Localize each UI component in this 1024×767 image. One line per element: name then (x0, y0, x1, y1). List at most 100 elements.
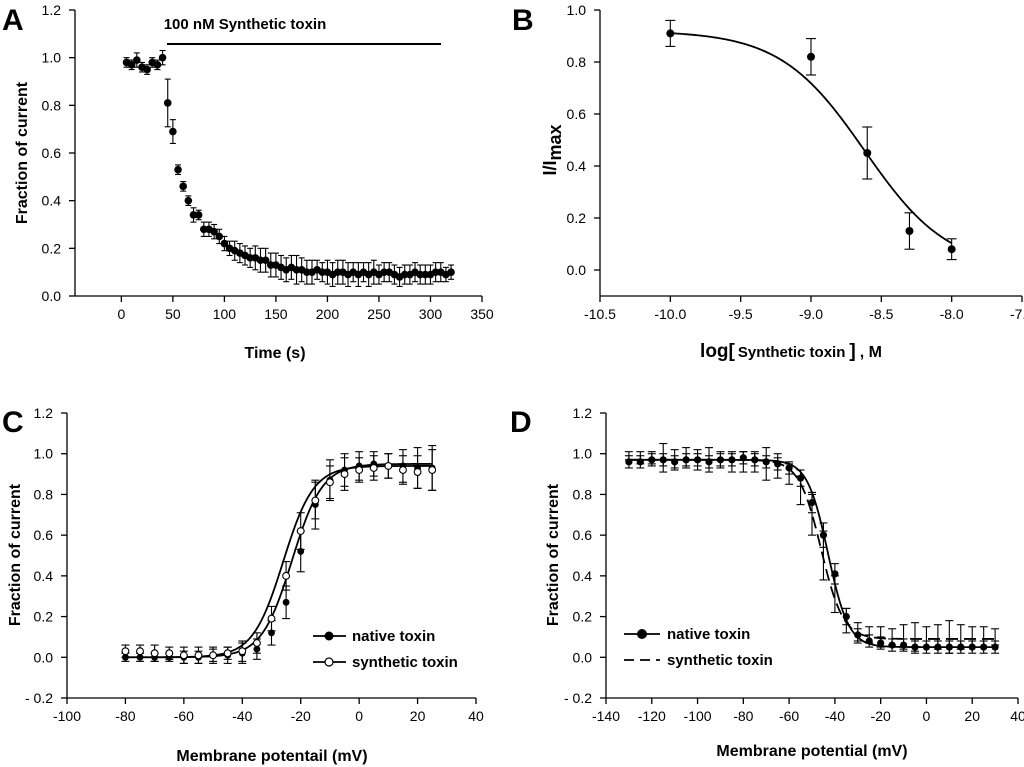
data-point (888, 641, 896, 649)
legend-synthetic-marker (324, 657, 334, 667)
data-point (428, 466, 437, 474)
x-tick-label: -80 (733, 708, 753, 724)
data-point (716, 456, 725, 464)
x-tick-label: -100 (684, 708, 712, 724)
data-point (831, 570, 839, 578)
data-point (121, 647, 130, 656)
y-tick-label: 0.6 (573, 527, 593, 543)
y-tick-label: - 0.2 (564, 690, 592, 706)
data-point (968, 643, 976, 651)
panel-a-y-label: Fraction of current (14, 81, 31, 224)
data-point (220, 239, 229, 248)
data-point (163, 99, 172, 107)
data-point (150, 649, 159, 658)
legend-synthetic-label: synthetic toxin (667, 652, 773, 669)
panel-b-y-label: I/Imax (540, 124, 565, 175)
x-tick-label: 0 (355, 708, 363, 724)
y-tick-label: 0.0 (42, 288, 62, 304)
y-tick-label: 1.2 (34, 405, 54, 421)
panel-label-a: A (2, 4, 24, 37)
x-tick-label: -10.0 (654, 306, 686, 322)
y-tick-label: 0.0 (567, 262, 587, 278)
panel-label-b: B (512, 4, 534, 37)
x-tick-label: -8.5 (869, 306, 893, 322)
y-tick-label: 0.2 (42, 240, 62, 256)
x-tick-label: 200 (316, 306, 340, 322)
data-point (179, 651, 188, 660)
data-point (980, 643, 988, 651)
legend-native-marker (324, 631, 334, 641)
data-point (122, 653, 129, 661)
x-tick-label: -9.5 (729, 306, 753, 322)
data-point (671, 458, 679, 466)
data-point (659, 456, 667, 464)
data-point (957, 643, 965, 651)
data-point (174, 165, 182, 174)
legend-native-marker (637, 629, 647, 639)
data-point (253, 645, 261, 653)
panel-d-ticks: -140 -120 -100 -80 -60 -40 -20 0 20 40 - 0.2 0.0 0.2… (564, 405, 1024, 724)
y-tick-label: 0.6 (567, 106, 587, 122)
panel-a-ticks: 0 50 100 150 200 250 300 350 0.0 0.2 0.4 0.6 0.8 1.0 1… (42, 2, 494, 322)
x-tick-label: 40 (1010, 708, 1024, 724)
data-point (384, 461, 393, 470)
data-point (854, 631, 862, 639)
data-point (169, 127, 177, 136)
y-tick-label: 0.6 (42, 145, 62, 161)
data-point (369, 464, 378, 472)
y-tick-label: 1.2 (42, 2, 62, 18)
data-point (682, 456, 690, 464)
x-tick-label: 50 (165, 306, 181, 322)
y-tick-label: 0.0 (34, 649, 54, 665)
x-tick-label: -120 (638, 708, 666, 724)
data-point (636, 458, 644, 466)
legend-native-label: native toxin (352, 628, 435, 645)
x-tick-label: -80 (115, 708, 135, 724)
data-point (153, 61, 162, 69)
x-tick-label: -20 (291, 708, 311, 724)
data-point (865, 637, 873, 645)
data-point (808, 498, 816, 507)
panel-b-ticks: -10.5 -10.0 -9.5 -9.0 -8.5 -8.0 -7.5 0.0 0.2 0.4 0… (567, 2, 1024, 322)
data-point (311, 496, 320, 505)
data-point (194, 651, 203, 660)
panel-a-x-label: Time (s) (244, 345, 305, 362)
panel-d: D Membrane potential (mV) Fraction of cu… (510, 405, 1024, 760)
x-tick-label: 20 (410, 708, 426, 724)
panel-c-marks (121, 445, 437, 664)
y-tick-label: 0.8 (567, 54, 587, 70)
data-point (136, 647, 144, 656)
panel-c-legend: native toxin synthetic toxin (313, 628, 458, 671)
y-tick-label: 1.0 (34, 446, 54, 462)
data-point (705, 458, 713, 466)
panel-a-annotation: 100 nM Synthetic toxin (164, 16, 327, 33)
x-tick-label: -7.5 (1010, 306, 1024, 322)
legend-native-label: native toxin (667, 626, 750, 643)
y-tick-label: 1.0 (567, 2, 587, 18)
fit-curve (670, 32, 953, 244)
data-point (648, 456, 656, 464)
panel-label-c: C (2, 406, 24, 439)
x-tick-label: 40 (468, 708, 484, 724)
panel-a-marks (122, 49, 455, 288)
data-point (947, 245, 956, 254)
x-tick-label: -8.0 (940, 306, 964, 322)
panel-d-y-label: Fraction of current (545, 483, 562, 626)
data-point (413, 468, 422, 476)
data-point (911, 643, 919, 651)
data-point (179, 182, 187, 191)
data-point (447, 268, 455, 276)
data-point (934, 643, 942, 651)
data-point (133, 56, 141, 64)
fit-curve (125, 465, 433, 659)
panel-c-y-label: Fraction of current (7, 483, 24, 626)
data-point (297, 548, 305, 555)
data-point (209, 651, 218, 660)
data-point (399, 466, 407, 474)
data-point (340, 470, 349, 479)
x-tick-label: -60 (779, 708, 799, 724)
data-point (863, 149, 872, 157)
y-tick-label: 0.6 (34, 527, 54, 543)
y-tick-label: 0.2 (573, 609, 593, 625)
